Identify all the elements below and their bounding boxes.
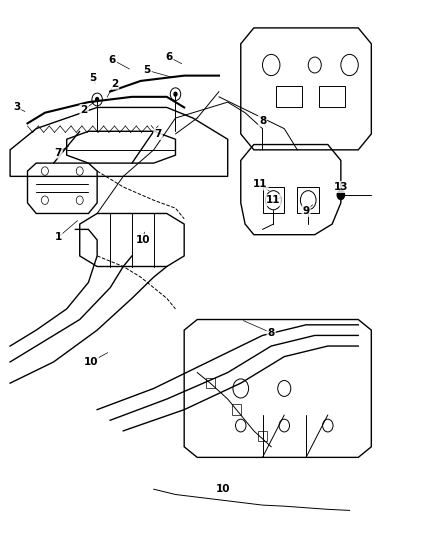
Bar bbox=[206, 378, 215, 389]
Bar bbox=[232, 405, 241, 415]
Text: 2: 2 bbox=[81, 105, 88, 115]
Text: 6: 6 bbox=[109, 55, 116, 64]
Text: 11: 11 bbox=[253, 179, 268, 189]
Circle shape bbox=[173, 92, 178, 97]
Bar bbox=[276, 86, 302, 108]
Text: 7: 7 bbox=[154, 129, 162, 139]
Text: 8: 8 bbox=[268, 328, 275, 338]
Text: 1: 1 bbox=[54, 232, 62, 243]
Text: 3: 3 bbox=[13, 102, 20, 112]
Text: 13: 13 bbox=[334, 182, 348, 192]
Text: 10: 10 bbox=[136, 235, 150, 245]
Circle shape bbox=[95, 97, 99, 102]
Text: 2: 2 bbox=[111, 78, 118, 88]
Text: 9: 9 bbox=[303, 206, 310, 216]
Text: 10: 10 bbox=[216, 484, 230, 494]
Text: 7: 7 bbox=[54, 148, 62, 158]
Text: 5: 5 bbox=[144, 66, 151, 75]
Text: 10: 10 bbox=[83, 357, 98, 367]
Bar bbox=[258, 431, 267, 441]
Text: 5: 5 bbox=[89, 73, 96, 83]
Circle shape bbox=[336, 190, 345, 200]
Text: 6: 6 bbox=[165, 52, 173, 62]
Bar bbox=[319, 86, 345, 108]
Text: 11: 11 bbox=[266, 195, 281, 205]
Text: 8: 8 bbox=[259, 116, 266, 126]
